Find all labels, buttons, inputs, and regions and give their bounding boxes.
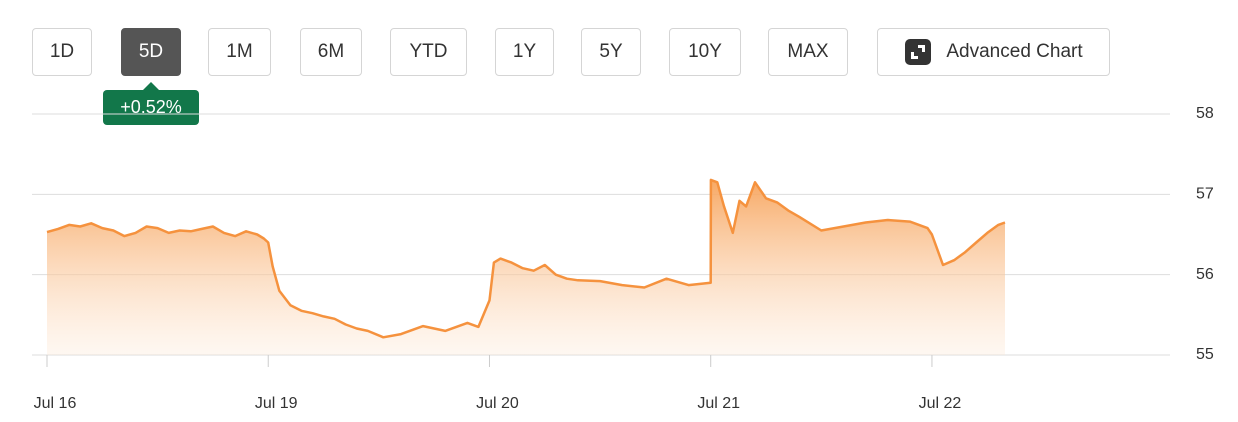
range-button[interactable]: 6M xyxy=(300,28,362,76)
button-label: 5Y xyxy=(599,41,623,62)
button-label: YTD xyxy=(409,41,448,62)
button-label: 1D xyxy=(49,41,75,62)
range-button[interactable]: 5Y xyxy=(581,28,641,76)
y-tick-label: 55 xyxy=(1196,346,1214,363)
button-label: 1M xyxy=(226,41,253,62)
range-button[interactable]: 1M xyxy=(208,28,271,76)
y-tick-label: 58 xyxy=(1196,105,1214,122)
range-button[interactable]: Advanced Chart xyxy=(877,28,1110,76)
x-tick-label: Jul 16 xyxy=(34,395,77,412)
change-badge: +0.52% xyxy=(103,82,199,125)
button-label: 5D xyxy=(138,41,164,62)
button-label: 1Y xyxy=(512,41,537,62)
x-tick-label: Jul 22 xyxy=(919,395,962,412)
x-tick-label: Jul 21 xyxy=(697,395,740,412)
range-button[interactable]: YTD xyxy=(390,28,467,76)
range-button[interactable]: 1Y xyxy=(495,28,554,76)
x-tick-label: Jul 19 xyxy=(255,395,298,412)
button-label: MAX xyxy=(787,41,829,62)
x-tick-label: Jul 20 xyxy=(476,395,519,412)
range-button[interactable]: MAX xyxy=(768,28,848,76)
range-button[interactable]: 5D xyxy=(121,28,181,76)
advanced-chart-icon xyxy=(905,39,932,65)
y-tick-label: 57 xyxy=(1196,186,1214,203)
area xyxy=(47,179,1005,355)
range-button[interactable]: 10Y xyxy=(669,28,741,76)
price-line xyxy=(46,178,1006,339)
button-label: Advanced Chart xyxy=(946,41,1083,62)
y-tick-label: 56 xyxy=(1196,266,1214,283)
range-button[interactable]: 1D xyxy=(32,28,92,76)
button-label: 6M xyxy=(317,41,345,62)
button-label: 10Y xyxy=(688,41,722,62)
